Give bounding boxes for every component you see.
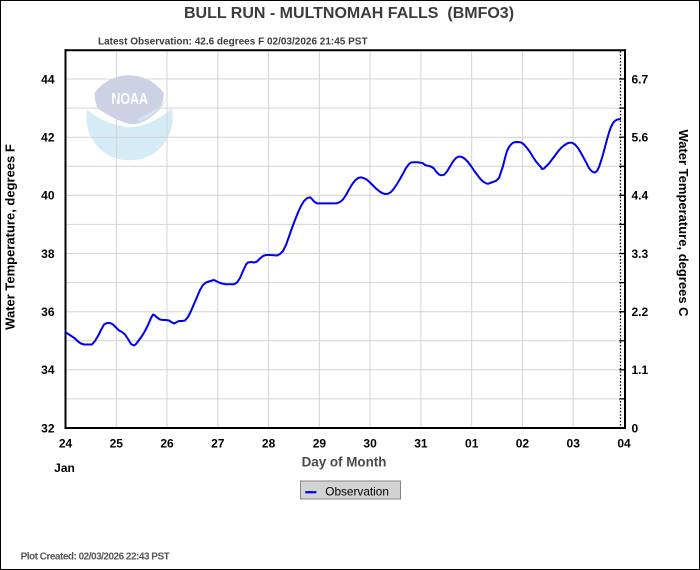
svg-text:32: 32 — [41, 421, 55, 435]
svg-text:Jan: Jan — [54, 461, 75, 475]
svg-text:Plot Created: 02/03/2026 22:43: Plot Created: 02/03/2026 22:43 PST — [21, 551, 170, 562]
svg-text:01: 01 — [465, 436, 479, 450]
svg-text:42: 42 — [41, 131, 55, 145]
svg-text:NOAA: NOAA — [111, 91, 148, 108]
svg-text:34: 34 — [41, 363, 55, 377]
svg-text:04: 04 — [617, 436, 631, 450]
svg-text:38: 38 — [41, 247, 55, 261]
svg-text:27: 27 — [211, 436, 225, 450]
svg-text:30: 30 — [363, 436, 377, 450]
svg-text:40: 40 — [41, 189, 55, 203]
svg-text:29: 29 — [313, 436, 327, 450]
svg-text:BULL RUN - MULTNOMAH FALLS (B: BULL RUN - MULTNOMAH FALLS (BMFO3) — [184, 5, 514, 22]
svg-text:Observation: Observation — [325, 484, 389, 498]
svg-text:25: 25 — [110, 436, 124, 450]
svg-text:03: 03 — [567, 436, 581, 450]
svg-text:24: 24 — [59, 436, 73, 450]
svg-text:2.2: 2.2 — [632, 305, 649, 319]
svg-text:36: 36 — [41, 305, 55, 319]
svg-text:Water Temperature, degrees C: Water Temperature, degrees C — [676, 129, 691, 317]
svg-text:5.6: 5.6 — [632, 131, 649, 145]
svg-text:Latest Observation: 42.6 degre: Latest Observation: 42.6 degrees F 02/03… — [98, 36, 368, 47]
svg-text:26: 26 — [160, 436, 174, 450]
svg-text:Day of Month: Day of Month — [302, 455, 387, 470]
svg-text:3.3: 3.3 — [632, 247, 649, 261]
svg-text:4.4: 4.4 — [632, 189, 649, 203]
svg-text:02: 02 — [516, 436, 530, 450]
svg-text:0: 0 — [632, 421, 639, 435]
svg-text:31: 31 — [414, 436, 428, 450]
svg-text:6.7: 6.7 — [632, 72, 649, 86]
svg-text:Water Temperature, degrees F: Water Temperature, degrees F — [3, 144, 18, 330]
svg-text:28: 28 — [262, 436, 276, 450]
svg-text:1.1: 1.1 — [632, 363, 649, 377]
svg-text:44: 44 — [41, 72, 55, 86]
